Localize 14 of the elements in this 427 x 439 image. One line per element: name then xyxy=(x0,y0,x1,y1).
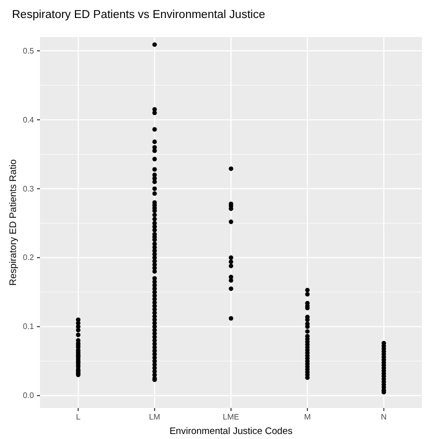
x-tick-label: LME xyxy=(222,412,240,422)
y-tick-label: 0.3 xyxy=(22,184,35,194)
x-tick-label: N xyxy=(380,412,387,422)
y-axis-title: Respiratory ED Patients Ratio xyxy=(8,159,19,286)
y-tick-label: 0.0 xyxy=(22,391,35,400)
chart-title: Respiratory ED Patients vs Environmental Justice xyxy=(12,9,266,21)
y-tick-label: 0.4 xyxy=(22,115,35,124)
y-tick-label: 0.1 xyxy=(22,322,35,332)
y-tick-label: 0.2 xyxy=(22,253,35,262)
y-tick-label: 0.5 xyxy=(22,46,35,56)
x-tick-label: LM xyxy=(149,412,160,422)
x-tick-label: M xyxy=(304,412,312,422)
x-tick-label: L xyxy=(76,412,81,422)
x-axis-title: Environmental Justice Codes xyxy=(169,426,293,437)
